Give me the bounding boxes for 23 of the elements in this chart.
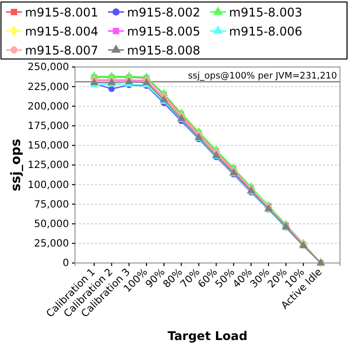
y-tick-label: 25,000 <box>34 238 69 250</box>
legend-label: m915-8.006 <box>229 24 302 38</box>
point <box>108 86 115 92</box>
y-tick-label: 50,000 <box>34 219 69 230</box>
legend-label: m915-8.007 <box>25 44 98 58</box>
y-tick-label: 0 <box>62 258 69 270</box>
y-tick-label: 100,000 <box>28 180 69 191</box>
ref-line-label: ssj_ops@100% per JVM=231,210 <box>188 72 338 82</box>
legend-label: m915-8.004 <box>25 24 98 38</box>
legend-label: m915-8.001 <box>25 6 98 20</box>
legend-label: m915-8.002 <box>127 6 200 20</box>
legend-label: m915-8.008 <box>127 44 200 58</box>
legend-label: m915-8.003 <box>229 6 302 20</box>
y-tick-label: 225,000 <box>28 82 69 93</box>
y-tick-label: 200,000 <box>28 101 69 112</box>
x-axis-title: Target Load <box>168 329 248 343</box>
legend-label: m915-8.005 <box>127 24 200 38</box>
y-tick-label: 250,000 <box>28 62 69 74</box>
y-tick-label: 125,000 <box>28 160 69 172</box>
y-tick-label: 175,000 <box>28 121 69 132</box>
y-axis-title: ssj_ops <box>9 138 24 192</box>
y-tick-label: 75,000 <box>34 199 69 210</box>
y-tick-label: 150,000 <box>28 140 69 152</box>
